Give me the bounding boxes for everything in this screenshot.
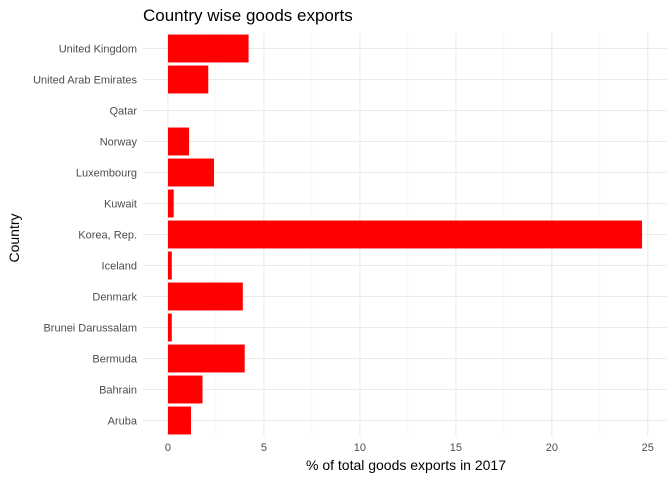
x-tick-labels: 0 5 10 15 20 25 [165,442,654,454]
y-tick-label: Kuwait [104,199,137,211]
x-tick-label: 25 [642,442,654,454]
x-tick-label: 20 [546,442,558,454]
chart-title: Country wise goods exports [143,6,353,25]
x-tick-label: 0 [165,442,171,454]
bar [167,127,190,156]
x-tick-label: 15 [450,442,462,454]
bar [167,158,215,187]
y-axis-title: Country [6,213,22,262]
y-tick-label: Qatar [109,106,137,118]
bar [167,189,174,218]
bars [167,34,643,435]
x-tick-label: 10 [354,442,366,454]
y-tick-label: Norway [100,137,138,149]
y-tick-labels: United Kingdom United Arab Emirates Qatar N… [33,44,138,428]
y-tick-label: Luxembourg [76,168,137,180]
y-tick-label: United Kingdom [59,44,137,56]
y-tick-label: Bahrain [99,385,137,397]
y-tick-label: Denmark [92,292,137,304]
x-tick-label: 5 [261,442,267,454]
y-tick-label: Korea, Rep. [78,230,137,242]
y-tick-label: Iceland [102,261,137,273]
bar [167,220,643,249]
bar [167,251,172,280]
bar [167,65,209,94]
x-axis-title: % of total goods exports in 2017 [306,457,506,473]
bar [167,34,249,63]
bar [167,344,245,373]
bar [167,406,191,435]
y-tick-label: United Arab Emirates [33,75,137,87]
y-tick-label: Bermuda [92,354,138,366]
y-tick-label: Brunei Darussalam [43,323,137,335]
y-tick-label: Aruba [108,416,138,428]
bar [167,313,172,342]
bar [167,282,243,311]
bar [167,375,203,404]
